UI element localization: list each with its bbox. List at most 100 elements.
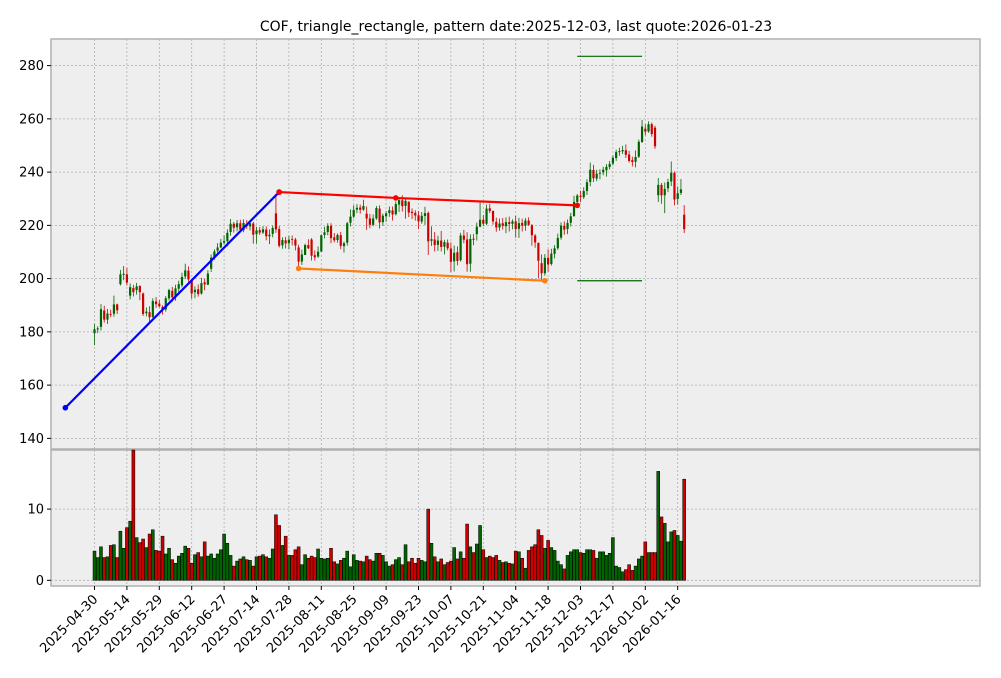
candle [592, 164, 595, 182]
candle-body [206, 273, 209, 285]
candle-body [485, 208, 488, 224]
candle-body [106, 313, 109, 320]
candle [475, 222, 478, 241]
candle [210, 254, 213, 272]
volume-bar [491, 557, 495, 581]
candle [657, 177, 660, 202]
candle-body [430, 239, 433, 241]
volume-bar [419, 560, 424, 581]
candle [427, 211, 430, 255]
candle-body [268, 234, 271, 237]
candle-body [316, 251, 320, 257]
candle-body [550, 253, 553, 264]
candle-body [200, 283, 203, 294]
candle-body [99, 309, 103, 327]
candle [142, 292, 145, 316]
volume-bar [102, 557, 106, 581]
volume-bar [257, 555, 262, 581]
candle [566, 219, 569, 235]
candle [135, 282, 138, 295]
candle [640, 119, 644, 143]
candle [414, 210, 417, 221]
volume-bar [585, 549, 589, 581]
pattern-trendline [64, 191, 280, 409]
candle [511, 219, 514, 230]
volume-bar [374, 552, 379, 581]
candle-body [644, 128, 647, 132]
volume-bar [287, 555, 291, 581]
volume-bar [283, 535, 288, 581]
candle-body [517, 223, 521, 229]
volume-bar [682, 478, 686, 581]
candle-body [368, 218, 371, 225]
candle [261, 226, 265, 234]
volume-bar [407, 561, 411, 581]
candle-body [203, 282, 206, 285]
volume-bar [646, 552, 651, 581]
candle-body [491, 210, 495, 222]
volume-bar [439, 558, 443, 581]
candle-body [365, 213, 368, 219]
candle-body [210, 257, 213, 269]
candle [316, 246, 320, 258]
volume-bar [445, 562, 450, 581]
volume-bar [403, 544, 408, 581]
candle-body [274, 213, 278, 230]
candle [346, 221, 349, 246]
volume-bar [193, 554, 197, 581]
candle-body [278, 229, 281, 246]
volume-bar [556, 560, 560, 581]
candle [223, 235, 226, 245]
candle-body [683, 214, 686, 230]
volume-bar [160, 535, 165, 581]
candle [615, 149, 618, 161]
candle-body [534, 235, 537, 243]
candle-body [219, 242, 222, 248]
candle-body [663, 188, 666, 196]
candle-body [414, 212, 417, 216]
candle [203, 278, 206, 291]
candle-body [679, 189, 683, 193]
candle [556, 233, 559, 250]
volume-bar [669, 531, 673, 581]
candle [498, 218, 501, 231]
volume-bar [627, 564, 631, 581]
volume-bar [449, 560, 453, 581]
volume-bar [410, 557, 414, 581]
volume-bar [617, 567, 622, 581]
candle-body [148, 312, 151, 318]
candle-body [271, 228, 274, 234]
volume-bar [416, 557, 421, 581]
candle-body [339, 235, 342, 246]
volume-bar [481, 549, 486, 581]
volume-bar [517, 551, 521, 581]
price-tick-label: 220 [19, 219, 44, 234]
candle-body [239, 223, 242, 230]
candle-body [634, 156, 637, 162]
candle [660, 183, 663, 204]
candle [589, 162, 592, 187]
candle [378, 205, 381, 229]
candle-body [93, 329, 96, 334]
candle [621, 145, 624, 155]
candle [372, 214, 375, 227]
candle [342, 241, 346, 253]
candle [391, 206, 394, 221]
candle-body [391, 210, 394, 215]
candle [206, 270, 209, 285]
volume-bar [465, 523, 469, 581]
volume-bar [313, 557, 317, 581]
volume-bar [526, 550, 531, 581]
volume-bar [212, 557, 217, 581]
volume-bar [329, 548, 333, 581]
candle-body [563, 225, 566, 230]
volume-tick-label: 0 [36, 574, 44, 589]
volume-bar [630, 570, 635, 581]
candle-body [129, 287, 132, 296]
volume-bar [442, 564, 447, 581]
candle-body [291, 239, 294, 241]
candle [618, 147, 621, 156]
candle-body [320, 235, 323, 252]
volume-bar [672, 530, 677, 581]
candle-body [673, 172, 676, 200]
